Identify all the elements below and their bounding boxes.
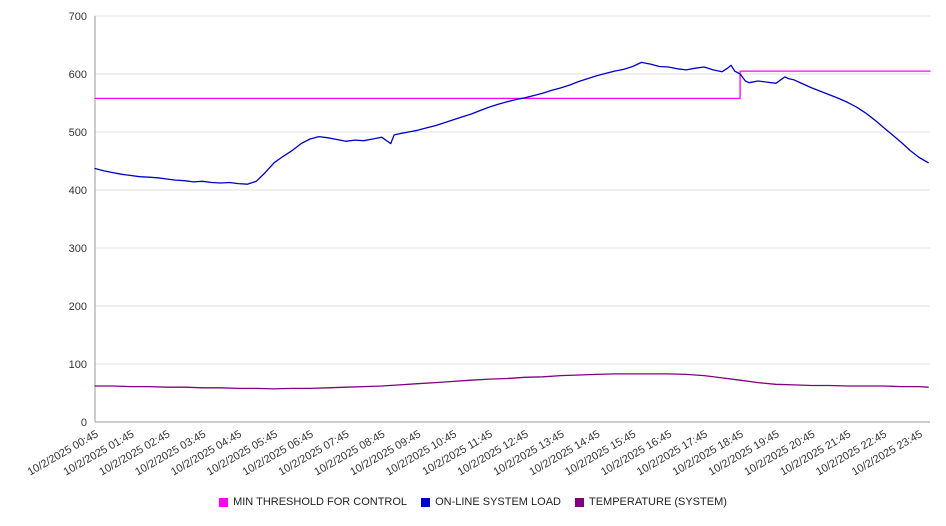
svg-text:400: 400 (69, 185, 87, 197)
svg-text:100: 100 (69, 359, 87, 371)
legend-label-system-load: ON-LINE SYSTEM LOAD (435, 496, 561, 508)
svg-text:300: 300 (69, 243, 87, 255)
legend-label-min-threshold: MIN THRESHOLD FOR CONTROL (233, 496, 408, 508)
svg-text:0: 0 (81, 417, 87, 429)
chart-legend: MIN THRESHOLD FOR CONTROL ON-LINE SYSTEM… (0, 496, 946, 508)
svg-text:600: 600 (69, 69, 87, 81)
legend-swatch-min-threshold-icon (219, 497, 229, 507)
legend-label-temperature: TEMPERATURE (SYSTEM) (588, 496, 727, 508)
svg-text:700: 700 (69, 11, 87, 23)
legend-item-min-threshold[interactable]: MIN THRESHOLD FOR CONTROL (219, 496, 407, 508)
legend-swatch-system-load-icon (421, 497, 431, 507)
legend-swatch-temperature-icon (574, 497, 584, 507)
legend-item-system-load[interactable]: ON-LINE SYSTEM LOAD (421, 496, 561, 508)
svg-text:500: 500 (69, 127, 87, 139)
svg-text:200: 200 (69, 301, 87, 313)
legend-item-temperature[interactable]: TEMPERATURE (SYSTEM) (574, 496, 727, 508)
